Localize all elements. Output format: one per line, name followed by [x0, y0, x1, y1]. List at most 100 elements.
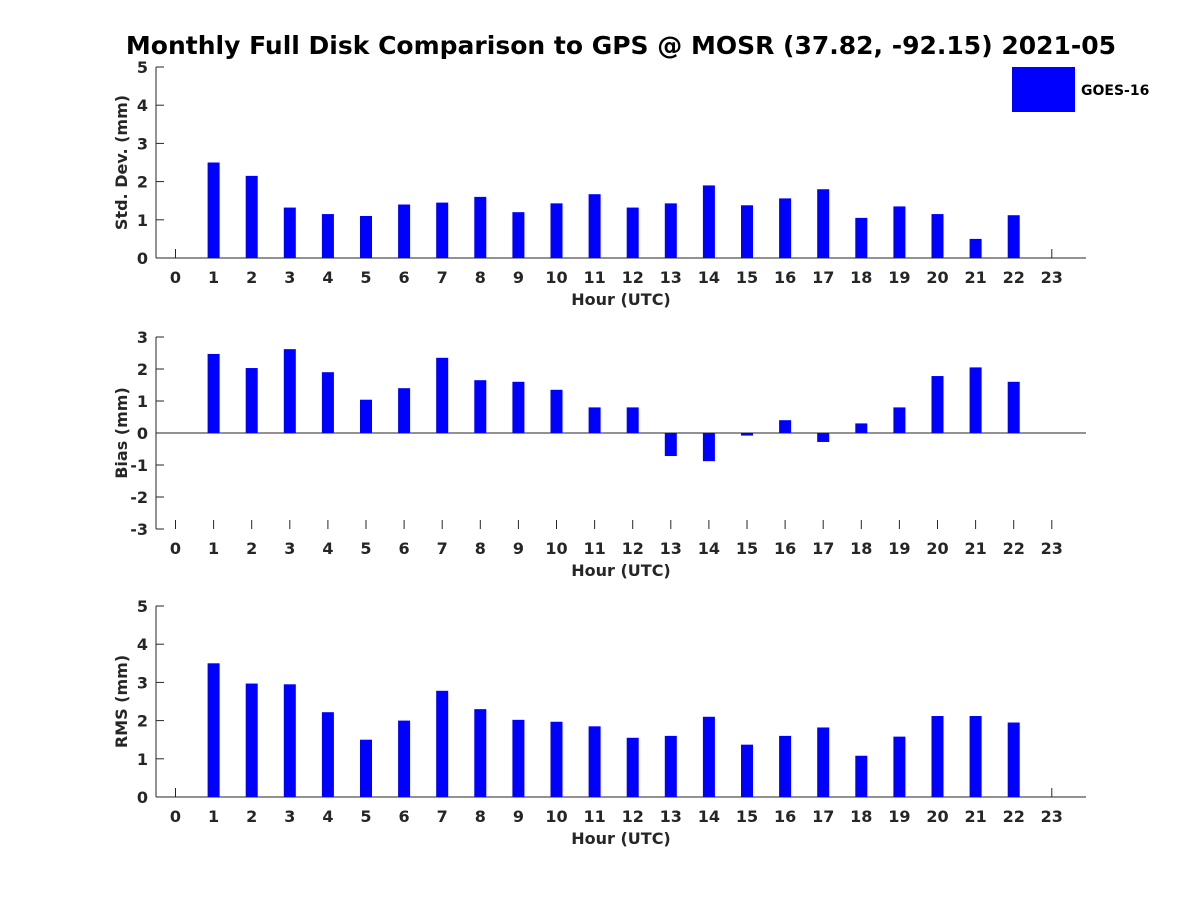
x-tick-label: 8	[475, 807, 486, 826]
x-tick-label: 12	[622, 807, 644, 826]
bar-hour-6	[398, 720, 411, 797]
bar-hour-7	[436, 690, 449, 797]
x-tick-label: 11	[583, 807, 605, 826]
y-tick-label: 2	[137, 360, 148, 379]
x-tick-label: 20	[926, 807, 948, 826]
x-tick-label: 8	[475, 268, 486, 287]
bar-hour-20	[931, 214, 944, 258]
bar-hour-17	[817, 189, 830, 258]
y-tick-label: 4	[137, 635, 148, 654]
x-tick-label: 17	[812, 807, 834, 826]
x-tick-label: 6	[399, 807, 410, 826]
bar-hour-11	[588, 726, 601, 797]
y-tick-label: 1	[137, 392, 148, 411]
bar-hour-11	[588, 407, 601, 433]
bar-hour-2	[245, 683, 258, 797]
x-tick-label: 19	[888, 807, 910, 826]
x-tick-label: 22	[1003, 807, 1025, 826]
bar-hour-9	[512, 212, 525, 258]
bar-hour-22	[1007, 381, 1020, 433]
chart-title: Monthly Full Disk Comparison to GPS @ MO…	[126, 31, 1116, 60]
bar-hour-13	[664, 203, 677, 258]
x-tick-label: 11	[583, 268, 605, 287]
bar-hour-10	[550, 203, 563, 258]
x-tick-label: 7	[437, 539, 448, 558]
bar-hour-3	[283, 349, 296, 433]
x-tick-label: 9	[513, 539, 524, 558]
bar-hour-8	[474, 709, 487, 797]
x-axis-label: Hour (UTC)	[571, 290, 671, 309]
x-tick-label: 4	[322, 539, 333, 558]
bar-hour-3	[283, 684, 296, 797]
x-tick-label: 22	[1003, 268, 1025, 287]
bar-hour-19	[893, 206, 906, 258]
y-tick-label: -3	[130, 520, 148, 539]
bar-hour-9	[512, 719, 525, 797]
bar-hour-20	[931, 376, 944, 433]
x-tick-label: 3	[284, 268, 295, 287]
x-tick-label: 10	[545, 539, 567, 558]
x-tick-label: 20	[926, 539, 948, 558]
x-tick-label: 6	[399, 268, 410, 287]
bar-hour-15	[741, 433, 753, 436]
bar-hour-15	[741, 205, 753, 258]
x-tick-label: 2	[246, 539, 257, 558]
bar-hour-6	[398, 204, 411, 258]
x-tick-label: 20	[926, 268, 948, 287]
bar-hour-1	[207, 353, 220, 433]
bar-hour-5	[360, 399, 372, 433]
x-tick-label: 1	[208, 539, 219, 558]
x-tick-label: 21	[964, 268, 986, 287]
bar-hour-13	[664, 433, 677, 457]
bar-hour-4	[321, 372, 334, 433]
bar-hour-18	[855, 755, 868, 797]
y-tick-label: 2	[137, 712, 148, 731]
x-tick-label: 15	[736, 268, 758, 287]
x-tick-label: 5	[360, 539, 371, 558]
x-tick-label: 3	[284, 539, 295, 558]
x-tick-label: 23	[1041, 268, 1063, 287]
y-tick-label: 1	[137, 750, 148, 769]
x-tick-label: 11	[583, 539, 605, 558]
bar-hour-17	[817, 727, 830, 797]
bar-hour-19	[893, 736, 906, 797]
x-tick-label: 7	[437, 268, 448, 287]
y-tick-label: 5	[137, 597, 148, 616]
x-tick-label: 16	[774, 807, 796, 826]
y-axis-label: RMS (mm)	[112, 655, 131, 748]
legend: GOES-16	[1012, 67, 1149, 112]
bar-hour-12	[626, 407, 639, 433]
x-tick-label: 13	[660, 539, 682, 558]
x-tick-label: 18	[850, 268, 872, 287]
x-tick-label: 21	[964, 539, 986, 558]
x-tick-label: 5	[360, 807, 371, 826]
x-tick-label: 10	[545, 807, 567, 826]
y-tick-label: 4	[137, 96, 148, 115]
bar-hour-9	[512, 381, 525, 433]
x-tick-label: 7	[437, 807, 448, 826]
bar-hour-10	[550, 389, 563, 433]
x-tick-label: 16	[774, 268, 796, 287]
bar-hour-8	[474, 196, 487, 258]
x-tick-label: 3	[284, 807, 295, 826]
bar-hour-21	[969, 367, 982, 433]
y-tick-label: 1	[137, 211, 148, 230]
bar-hour-2	[245, 175, 258, 258]
bar-hour-5	[360, 215, 372, 258]
bar-hour-7	[436, 202, 449, 258]
x-tick-label: 18	[850, 807, 872, 826]
bar-hour-7	[436, 357, 449, 433]
y-tick-label: 3	[137, 328, 148, 347]
x-tick-label: 9	[513, 807, 524, 826]
x-tick-label: 9	[513, 268, 524, 287]
x-tick-label: 16	[774, 539, 796, 558]
x-tick-label: 19	[888, 268, 910, 287]
x-tick-label: 15	[736, 807, 758, 826]
x-tick-label: 17	[812, 268, 834, 287]
x-tick-label: 4	[322, 268, 333, 287]
x-tick-label: 4	[322, 807, 333, 826]
